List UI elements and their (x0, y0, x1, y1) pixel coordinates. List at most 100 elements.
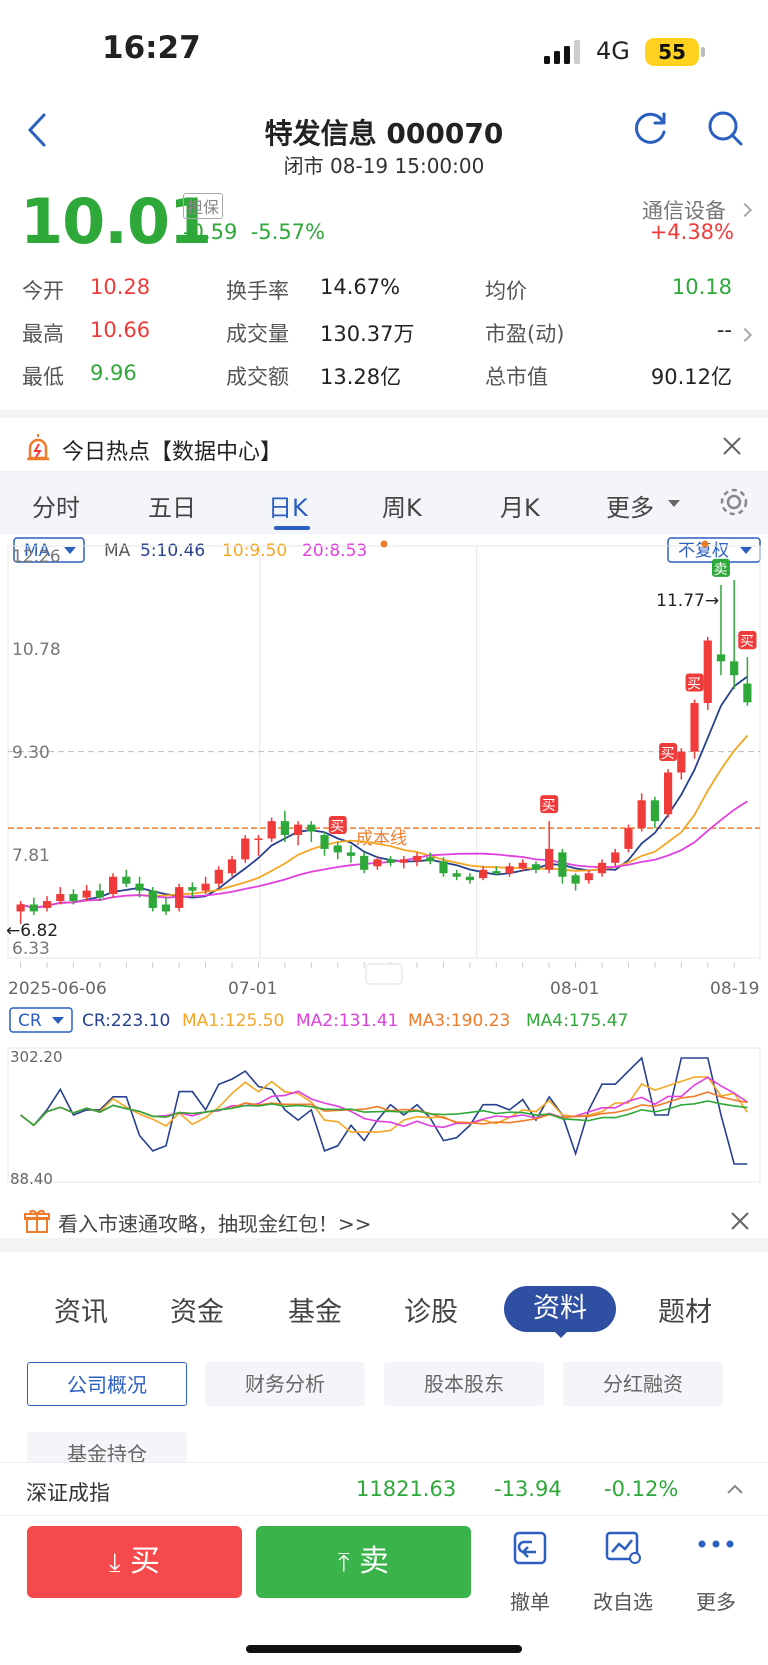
buy-mark-text: 买 (661, 746, 675, 762)
edit-watchlist-label[interactable]: 改自选 (593, 1590, 653, 1614)
sector-chevron-icon[interactable] (737, 202, 753, 218)
candle-body (42, 901, 52, 908)
promo-banner[interactable]: 看入市速通攻略，抽现金红包！>> (0, 1194, 768, 1252)
stat-label-low: 最低 (22, 365, 64, 389)
candle-body (267, 821, 276, 839)
buy-mark-text: 买 (542, 798, 556, 814)
subtab-dividends[interactable]: 分红融资 (563, 1362, 723, 1406)
x-tick-label: 08-19 (710, 979, 759, 999)
hot-banner[interactable]: 今日热点【数据中心】 (0, 410, 768, 472)
tab-fund[interactable]: 基金 (288, 1297, 342, 1328)
ma-label: MA (104, 541, 131, 561)
stat-value-open: 10.28 (90, 275, 151, 299)
index-value: 11821.63 (356, 1477, 457, 1501)
search-icon[interactable] (705, 108, 745, 148)
buy-mark-text: 买 (330, 819, 344, 835)
sell-button[interactable]: ⤒ 卖 (256, 1526, 471, 1598)
candle-body (492, 871, 501, 874)
candle-body (294, 824, 303, 836)
candle-body (730, 661, 739, 676)
more-label[interactable]: 更多 (696, 1590, 736, 1614)
buy-mark-text: 买 (687, 677, 701, 693)
back-icon[interactable] (24, 112, 50, 148)
candle-body (175, 887, 184, 908)
stat-label-open: 今开 (22, 279, 64, 303)
close-icon[interactable] (730, 1211, 750, 1231)
refresh-icon[interactable] (630, 108, 670, 148)
chevron-up-icon[interactable] (726, 1483, 744, 1495)
sell-mark-text: 卖 (713, 562, 727, 578)
subtab-financial-analysis[interactable]: 财务分析 (205, 1362, 365, 1406)
gear-icon[interactable] (718, 486, 750, 518)
cr-tick-bottom: 88.40 (10, 1170, 53, 1188)
cr-selector[interactable] (9, 1007, 73, 1033)
caret-down-icon[interactable] (668, 500, 680, 508)
cr-ma1-value: MA1:125.50 (182, 1011, 284, 1031)
candle-body (690, 703, 699, 752)
cancel-order-icon[interactable] (512, 1530, 548, 1566)
candle-body (241, 838, 250, 860)
candle-body (16, 904, 25, 912)
sell-arrow-icon: ⤒ (337, 1548, 350, 1578)
buy-mark-text: 买 (740, 634, 754, 650)
tab-weekly-k[interactable]: 周K (382, 494, 422, 522)
tab-five-day[interactable]: 五日 (148, 494, 196, 522)
stat-label-pe[interactable]: 市盈(动) (485, 322, 565, 346)
buy-mark (659, 743, 678, 762)
tab-diagnose[interactable]: 诊股 (404, 1297, 458, 1328)
change-percent: -5.57% (250, 220, 325, 244)
index-bar[interactable]: 深证成指 11821.63 -13.94 -0.12% (0, 1462, 768, 1516)
candle-body (426, 857, 435, 862)
candle-body (307, 824, 316, 832)
ma-caret-icon[interactable] (64, 547, 76, 554)
info-tabs: 资讯 资金 基金 诊股 资料 题材 (0, 1262, 768, 1342)
stat-label-high: 最高 (22, 322, 64, 346)
tab-monthly-k[interactable]: 月K (500, 494, 540, 522)
hot-banner-text[interactable]: 今日热点【数据中心】 (62, 440, 283, 465)
candle-body (505, 866, 514, 874)
edit-watchlist-icon[interactable] (604, 1530, 642, 1566)
tab-capital[interactable]: 资金 (170, 1297, 224, 1328)
kline-chart[interactable]: MA MA 5:10.46 10:9.50 20:8.53 不复权 成本线 12.… (0, 534, 768, 1194)
subtab-shareholders[interactable]: 股本股东 (384, 1362, 544, 1406)
buy-button[interactable]: ⤓ 买 (27, 1526, 242, 1598)
cancel-order-label[interactable]: 撤单 (510, 1590, 550, 1614)
cr-ma4-line (20, 1100, 748, 1127)
tab-daily-k[interactable]: 日K (268, 494, 308, 522)
nav-bar: 特发信息 000070 闭市 08-19 15:00:00 (0, 100, 768, 178)
pe-chevron-icon[interactable] (737, 327, 753, 343)
candle-body (703, 640, 712, 704)
y-tick-label: 12.26 (12, 547, 61, 567)
sector-name[interactable]: 通信设备 (642, 199, 726, 223)
candle-body (465, 876, 474, 881)
tab-theme[interactable]: 题材 (658, 1297, 712, 1328)
buy-arrow-icon: ⤓ (108, 1548, 121, 1578)
stat-value-turnover: 14.67% (320, 275, 401, 299)
ma-selector[interactable] (13, 537, 85, 563)
tab-profile[interactable]: 资料 (504, 1286, 616, 1332)
x-tick-label: 2025-06-06 (8, 979, 107, 999)
close-icon[interactable] (722, 436, 742, 456)
max-price-label: 11.77→ (656, 591, 719, 611)
candle-body (452, 873, 461, 877)
subtab-fund-holdings[interactable]: 基金持仓 (27, 1432, 187, 1462)
cr-ma3-value: MA3:190.23 (408, 1011, 510, 1031)
more-icon[interactable] (696, 1538, 736, 1550)
tab-intraday[interactable]: 分时 (32, 494, 80, 522)
cr-caret-icon[interactable] (52, 1017, 64, 1024)
cr-ma2-value: MA2:131.41 (296, 1011, 398, 1031)
promo-text[interactable]: 看入市速通攻略，抽现金红包！>> (58, 1212, 372, 1236)
subtab-company-overview[interactable]: 公司概况 (27, 1362, 187, 1406)
buy-mark (540, 795, 559, 814)
cr-value: CR:223.10 (82, 1011, 170, 1031)
adjust-caret-icon[interactable] (740, 547, 752, 554)
tab-news[interactable]: 资讯 (54, 1297, 108, 1328)
active-tab-underline (274, 526, 310, 530)
event-dot (380, 540, 388, 548)
candle-body (571, 875, 580, 884)
network-type: 4G (596, 37, 630, 65)
tab-more[interactable]: 更多 (606, 494, 654, 522)
signal-icon (544, 40, 580, 64)
cr-selector-label[interactable]: CR (18, 1011, 42, 1031)
candle-body (664, 772, 673, 815)
